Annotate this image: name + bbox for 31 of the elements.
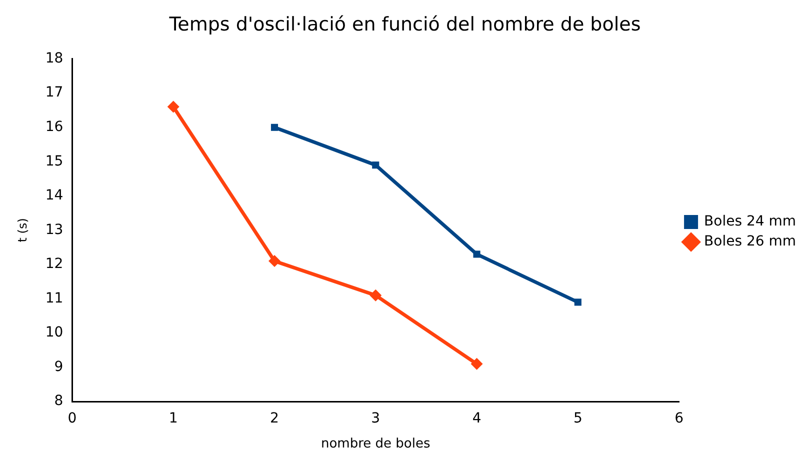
- x-tick-label: 6: [674, 410, 684, 427]
- legend-label: Boles 26 mm: [704, 234, 796, 250]
- x-tick-label: 5: [573, 410, 582, 427]
- point: [372, 162, 380, 169]
- point: [270, 124, 278, 131]
- x-axis-title: nombre de boles: [320, 436, 430, 452]
- y-tick-label: 16: [45, 119, 64, 135]
- point: [473, 250, 480, 258]
- y-tick-label: 12: [45, 256, 64, 272]
- y-tick-label: 18: [45, 50, 64, 66]
- y-tick-label: 14: [45, 188, 64, 204]
- x-tick-label: 2: [270, 410, 279, 427]
- point: [268, 255, 280, 268]
- y-tick-label: 15: [45, 153, 64, 170]
- y-tick-label: 17: [45, 84, 64, 101]
- point: [167, 100, 180, 113]
- y-tick-label: 13: [45, 222, 64, 238]
- point: [370, 289, 382, 302]
- point: [574, 298, 582, 306]
- y-axis-title: t (s): [15, 218, 30, 242]
- y-tick-label: 8: [54, 393, 64, 410]
- x-tick-label: 0: [68, 410, 77, 427]
- point: [470, 358, 483, 370]
- y-tick-label: 11: [45, 290, 64, 306]
- x-tick-label: 4: [472, 410, 482, 427]
- y-tick-label: 10: [45, 324, 64, 341]
- x-tick-label: 3: [371, 410, 380, 427]
- chart-title: Temps d'oscil·lació en funció del nombre de boles: [168, 13, 641, 36]
- x-tick-label: 1: [168, 410, 178, 427]
- legend-label: Boles 24 mm: [704, 214, 796, 230]
- y-tick-label: 9: [54, 358, 64, 375]
